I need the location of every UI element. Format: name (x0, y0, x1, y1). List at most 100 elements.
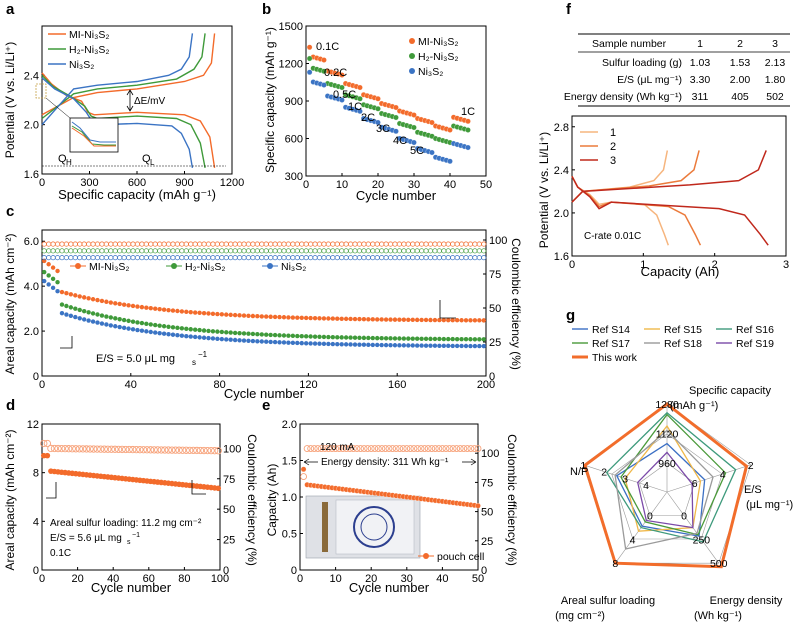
b-point (375, 96, 381, 102)
b-xtick-label: 10 (336, 179, 348, 191)
c-point (224, 330, 229, 335)
c-ce-point (263, 255, 269, 261)
c-ce-point (121, 241, 127, 247)
c-point (414, 336, 420, 341)
g-ring-label-np: 3 (622, 473, 628, 485)
g-series-polygon (583, 402, 749, 569)
c-point (117, 324, 122, 330)
g-ring-label-es: 2 (748, 460, 754, 472)
c-point (59, 310, 65, 316)
c-point (299, 315, 304, 321)
c-point (401, 343, 407, 348)
a-xtick-label: 600 (128, 177, 146, 189)
g-ring (611, 433, 723, 540)
c-ce-point (68, 255, 74, 261)
c-ce-point (445, 248, 451, 254)
c-ce-point (352, 255, 358, 261)
c-point (308, 315, 313, 321)
c-ce-point (108, 255, 114, 261)
c-point (237, 330, 242, 336)
g-ring-label-np: 2 (601, 467, 607, 479)
c-ce-point (427, 241, 434, 247)
e-ce-point (389, 445, 397, 452)
c-ce-point (410, 255, 416, 261)
c-point (157, 323, 162, 328)
c-ce-point (268, 241, 274, 247)
c-y2tick-label: 25 (489, 337, 501, 349)
c-ce-point (183, 241, 189, 247)
c-ce-point (157, 248, 163, 254)
c-ce-point (139, 248, 145, 254)
c-legend-label: Ni₃S₂ (281, 261, 306, 273)
f-table-cell: 311 (692, 91, 709, 103)
c-point (277, 314, 282, 320)
c-ce-point (476, 255, 482, 261)
c-ce-point (441, 255, 447, 261)
c-ce-point (63, 255, 69, 261)
f-table-cell: 1.53 (730, 57, 751, 69)
c-point (228, 337, 233, 342)
c-point (463, 337, 469, 342)
e-ce-point (396, 445, 404, 452)
c-point (375, 342, 380, 348)
c-ce-point (170, 248, 176, 254)
c-point (406, 343, 411, 348)
c-point (68, 313, 74, 319)
c-ce-point (143, 248, 149, 254)
e-note-current: 120 mA (320, 442, 355, 453)
c-ce-point (232, 248, 238, 254)
c-ce-point (68, 241, 74, 247)
c-point (192, 310, 198, 315)
b-rate-label: 2C (361, 112, 375, 124)
b-ytick-label: 900 (285, 96, 303, 108)
c-point (446, 343, 451, 349)
c-ce-point (436, 248, 442, 254)
c-point (224, 312, 229, 317)
f-discharge-curve (571, 175, 769, 246)
c-ce-point (285, 248, 291, 254)
c-point (432, 317, 438, 323)
g-ring-label-energy: 250 (693, 534, 711, 546)
c-ce-point (241, 241, 247, 247)
f-table-header: 1 (697, 38, 703, 50)
c-ytick-label: 0 (33, 371, 39, 383)
c-ce-point (454, 255, 460, 261)
c-point (73, 314, 78, 320)
c-ce-point (387, 248, 394, 254)
b-xlabel: Cycle number (356, 188, 437, 203)
c-ce-point (59, 248, 65, 254)
c-point (241, 313, 247, 318)
c-point (272, 314, 278, 320)
c-point (361, 316, 367, 322)
c-point (206, 328, 211, 334)
c-ce-point (228, 248, 234, 254)
c-ce-point (299, 241, 305, 247)
c-legend-label: H₂-Ni₃S₂ (185, 261, 225, 273)
panel-letter-b: b (262, 1, 271, 18)
f-table-cell: Sulfur loading (g) (602, 57, 682, 69)
c-point (126, 326, 131, 331)
c-point (383, 342, 389, 348)
b-point (357, 108, 363, 115)
b-legend-label: Ni₃S₂ (418, 66, 443, 78)
b-point (411, 124, 417, 131)
a-curve-charge (41, 33, 194, 126)
c-ce-point (339, 255, 345, 261)
a-qh-sub: H (66, 158, 72, 167)
c-point (50, 265, 56, 270)
c-point (201, 335, 207, 340)
c-point (414, 343, 420, 348)
e-ce-point (300, 473, 308, 481)
c-point (108, 315, 114, 320)
a-xlabel: Specific capacity (mAh g⁻¹) (58, 187, 216, 202)
e-ce-point (428, 445, 436, 452)
c-ce-point (374, 248, 380, 254)
a-zoom-box (35, 83, 47, 99)
c-point (397, 336, 402, 341)
b-rate-label: 3C (376, 123, 390, 135)
d-y2label: Coulombic efficiency (%) (245, 434, 259, 566)
c-ce-point (374, 255, 380, 261)
g-ring-label-capacity: 1120 (656, 428, 679, 440)
e-ce-point (317, 445, 325, 452)
c-point (255, 339, 260, 344)
